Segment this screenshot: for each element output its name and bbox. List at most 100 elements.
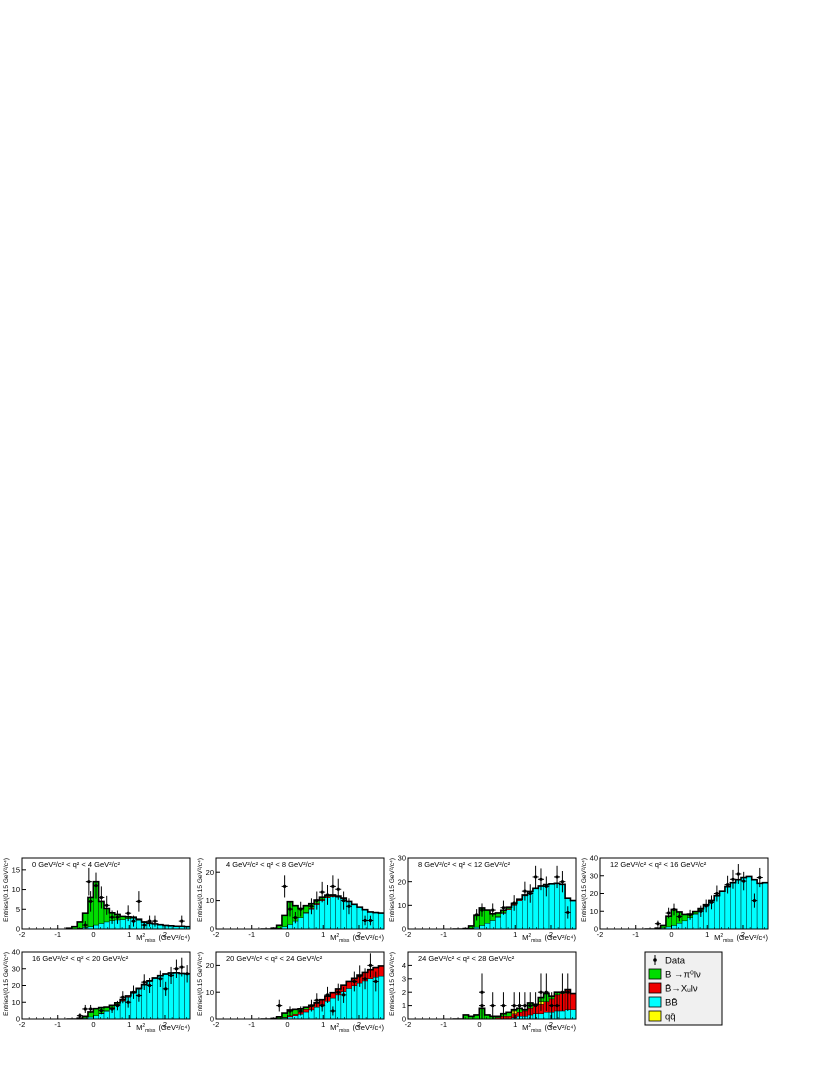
- x-tick-label: -2: [19, 1020, 26, 1029]
- y-tick-label: 0: [210, 1015, 214, 1024]
- data-point: [315, 998, 319, 1002]
- bar-bbbar: [103, 921, 110, 929]
- x-label-unit: (GeV²/c⁴): [736, 933, 768, 942]
- panel-title: 0 GeV²/c² < q² < 4 GeV²/c²: [32, 860, 120, 869]
- bar-bbbar: [173, 972, 180, 1019]
- bar-bbbar: [479, 925, 485, 929]
- data-point: [544, 990, 548, 994]
- data-point: [342, 899, 346, 903]
- data-point: [115, 1004, 120, 1008]
- data-point: [544, 884, 548, 889]
- data-point: [315, 899, 319, 903]
- data-point: [137, 993, 141, 998]
- data-point: [309, 904, 314, 908]
- y-tick-label: 0: [16, 1015, 20, 1024]
- data-point: [501, 906, 506, 910]
- x-label-main: M: [136, 1023, 142, 1032]
- bar-bbbar: [356, 982, 363, 1019]
- data-point: [501, 1004, 506, 1008]
- x-tick-label: -1: [440, 1020, 447, 1029]
- data-point: [374, 979, 378, 984]
- data-point: [153, 919, 157, 923]
- data-point: [131, 919, 136, 923]
- data-point: [677, 914, 681, 919]
- bar-bbbar: [692, 913, 699, 929]
- bar-bbbar: [538, 1013, 544, 1019]
- data-point: [480, 908, 484, 912]
- bar-bbbar: [522, 895, 528, 929]
- bar-bbbar: [98, 923, 105, 929]
- data-point: [331, 1009, 335, 1013]
- x-tick-label: -1: [54, 930, 61, 939]
- bar-bbbar: [495, 916, 501, 929]
- x-label-main: M: [522, 1023, 528, 1032]
- bar-bbbar: [324, 1001, 331, 1019]
- bar-pilnu: [484, 909, 491, 924]
- data-point: [325, 893, 330, 897]
- data-point: [336, 990, 340, 994]
- data-point: [523, 889, 527, 893]
- x-label-unit: (GeV²/c⁴): [158, 933, 190, 942]
- data-point: [491, 1004, 495, 1008]
- x-tick-label: 2: [549, 930, 553, 939]
- data-point: [288, 907, 292, 911]
- y-axis-label: Entries/(0.15 GeV²/c⁴): [581, 858, 588, 922]
- x-tick-label: 1: [321, 930, 325, 939]
- data-point: [148, 919, 152, 923]
- bar-xulnu: [292, 1013, 299, 1016]
- data-point: [534, 875, 538, 879]
- x-tick-label: -2: [213, 1020, 220, 1029]
- plot-area: [452, 973, 576, 1019]
- y-tick-label: 0: [210, 925, 214, 934]
- data-point: [704, 904, 708, 908]
- x-label-sub: miss: [145, 1028, 156, 1034]
- data-point: [726, 883, 730, 887]
- x-tick-label: 1: [127, 930, 131, 939]
- x-label-main: M: [136, 933, 142, 942]
- data-point: [358, 974, 362, 978]
- y-tick-label: 4: [402, 961, 406, 970]
- x-tick-label: -1: [632, 930, 639, 939]
- y-axis-label: Entries/(0.15 GeV²/c⁴): [3, 952, 10, 1016]
- y-tick-label: 10: [206, 988, 214, 997]
- data-point: [83, 1007, 87, 1011]
- bar-bbbar: [676, 923, 683, 929]
- legend-swatch: [648, 968, 662, 980]
- data-point: [89, 1007, 93, 1011]
- x-tick-label: -2: [405, 930, 412, 939]
- data-point: [142, 923, 146, 927]
- y-tick-label: 40: [590, 854, 598, 863]
- plot-area: [66, 957, 190, 1019]
- bar-bbbar: [136, 920, 142, 929]
- bar-bbbar: [671, 925, 677, 929]
- total-outline: [260, 894, 384, 929]
- data-point: [142, 980, 146, 984]
- bar-bbbar: [178, 973, 185, 1019]
- bar-bbbar: [297, 917, 304, 929]
- bar-bbbar: [378, 975, 384, 1019]
- bar-bbbar: [152, 978, 158, 1019]
- y-tick-label: 40: [12, 948, 20, 957]
- x-label-sup: 2: [336, 933, 339, 939]
- data-point: [115, 915, 120, 919]
- x-label-sub: miss: [339, 938, 350, 944]
- panel-frame: [215, 857, 385, 930]
- x-label-unit: (GeV²/c⁴): [544, 1023, 576, 1032]
- y-axis-label: Entries/(0.15 GeV²/c⁴): [3, 858, 10, 922]
- x-tick-label: 2: [163, 1020, 167, 1029]
- data-point: [555, 1004, 559, 1008]
- bar-bbbar: [313, 1007, 320, 1019]
- total-outline: [66, 971, 190, 1019]
- x-tick-label: 0: [285, 930, 289, 939]
- x-label-main: M: [522, 933, 528, 942]
- y-tick-label: 10: [12, 998, 20, 1007]
- legend-label: qq̄: [665, 1012, 676, 1023]
- bar-bbbar: [367, 978, 374, 1019]
- legend-swatch: [648, 982, 662, 994]
- data-point: [512, 1004, 516, 1008]
- bar-bbbar: [516, 900, 523, 929]
- data-point: [83, 923, 87, 927]
